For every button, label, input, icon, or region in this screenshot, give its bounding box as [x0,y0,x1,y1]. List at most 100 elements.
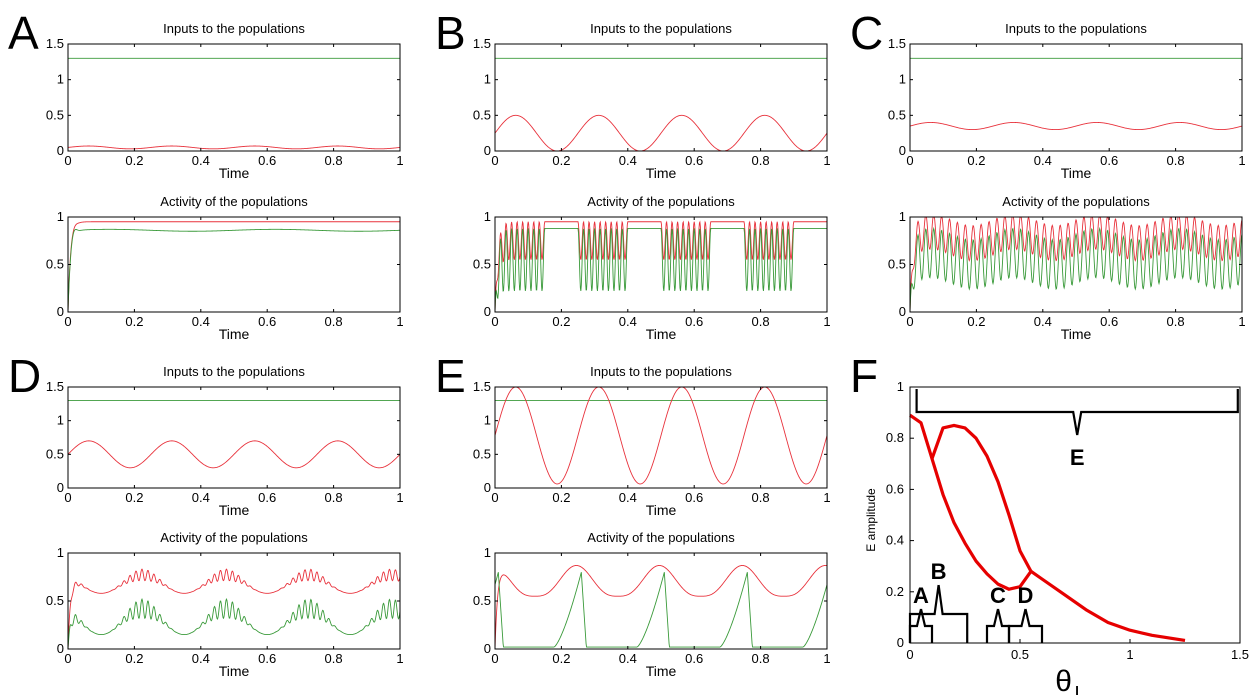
panel-A-activity-plot: Activity of the populations 0 0.2 0.4 0.6 0.8… [46,194,404,342]
x-tick-label: 0.6 [258,153,276,168]
x-tick-label: 0.8 [752,490,770,505]
series-line-1 [909,122,1243,131]
x-axis-label-subscript: I [1074,683,1080,695]
x-tick-label: 0.8 [325,314,343,329]
x-tick-label: 0.2 [125,651,143,666]
y-tick-label: 0.5 [473,107,491,122]
y-tick-label: 0.5 [46,446,64,461]
x-axis-label: θ [1055,665,1072,695]
panel-C-activity-plot: Activity of the populations 0 0.2 0.4 0.6 0.8… [888,194,1246,342]
x-tick-label: 0.6 [685,490,703,505]
axes-frame [909,386,1241,644]
y-tick-label: 0 [57,480,64,495]
panel-B-inputs-plot: Inputs to the populations 0 0.2 0.4 0.6 0.8 1 0… [473,21,831,181]
x-tick-label: 0.4 [619,153,637,168]
axes-frame [67,43,401,152]
series-line-0 [67,221,400,313]
x-axis-label: Time [646,165,677,181]
x-tick-label: 0 [906,647,913,662]
panel-C-inputs-plot: Inputs to the populations 0 0.2 0.4 0.6 0.8 1 0… [888,21,1246,181]
y-tick-label: 0.2 [886,584,904,599]
series-line-1 [67,228,401,313]
series-line-0 [67,568,401,650]
series-line-1 [909,226,1243,313]
x-tick-label: 0.6 [685,153,703,168]
y-tick-label: 1 [484,545,491,560]
panel-E-inputs-plot: Inputs to the populations 0 0.2 0.4 0.6 0.8 1 0… [473,364,831,518]
x-tick-label: 0.2 [967,153,985,168]
x-tick-label: 0.8 [325,153,343,168]
y-tick-label: 1 [897,379,904,394]
x-axis-label: Time [646,326,677,342]
x-tick-label: 0.8 [325,490,343,505]
y-tick-label: 1.5 [888,36,906,51]
x-tick-label: 1 [823,490,830,505]
y-tick-label: 0 [899,304,906,319]
plot-title: Activity of the populations [587,530,735,545]
axes-frame [494,43,828,152]
y-tick-label: 0.5 [473,257,491,272]
y-tick-label: 1.5 [46,36,64,51]
x-tick-label: 0.6 [258,651,276,666]
y-tick-label: 1.5 [473,379,491,394]
y-tick-label: 0 [899,143,906,158]
x-tick-label: 0.6 [258,490,276,505]
panel-letter-E: E [435,350,466,402]
plot-title: Activity of the populations [160,530,308,545]
y-tick-label: 0 [484,143,491,158]
x-tick-label: 0.2 [125,314,143,329]
y-tick-label: 1 [484,209,491,224]
y-tick-label: 0 [57,143,64,158]
x-tick-label: 1.5 [1231,647,1249,662]
plot-title: Activity of the populations [1002,194,1150,209]
y-axis-label: E amplitude [864,488,878,552]
y-tick-label: 1.5 [473,36,491,51]
x-tick-label: 0.8 [1167,314,1185,329]
panel-B-activity-plot: Activity of the populations 0 0.2 0.4 0.6 0.8… [473,194,831,342]
x-tick-label: 0.5 [1011,647,1029,662]
x-tick-label: 1 [396,314,403,329]
x-tick-label: 0.2 [552,153,570,168]
bracket-path [985,608,1011,643]
y-tick-label: 1 [899,72,906,87]
x-tick-label: 1 [823,651,830,666]
x-tick-label: 0.6 [1100,314,1118,329]
x-tick-label: 0.8 [1167,153,1185,168]
series-line-1 [67,145,401,150]
x-tick-label: 1 [823,314,830,329]
x-tick-label: 1 [1126,647,1133,662]
series-line-1 [494,227,827,313]
x-tick-label: 0.2 [125,490,143,505]
x-tick-label: 0 [491,651,498,666]
x-tick-label: 0.2 [552,490,570,505]
y-tick-label: 0.4 [886,533,904,548]
x-tick-label: 1 [823,153,830,168]
panel-letter-B: B [435,7,466,59]
x-tick-label: 1 [1238,153,1245,168]
bracket-C: C [985,583,1011,643]
x-tick-label: 0.2 [125,153,143,168]
x-tick-label: 0.4 [619,314,637,329]
y-tick-label: 0.5 [46,257,64,272]
x-tick-label: 0 [64,490,71,505]
y-tick-label: 1 [57,545,64,560]
plot-title: Inputs to the populations [163,364,305,379]
x-tick-label: 0 [906,314,913,329]
panel-letter-C: C [850,7,883,59]
x-tick-label: 0.4 [619,651,637,666]
bracket-B: B [908,559,969,643]
x-tick-label: 0 [64,651,71,666]
x-axis-label: Time [219,165,250,181]
amplitude-curve-1 [930,423,1033,573]
x-tick-label: 0.6 [685,651,703,666]
panel-E-activity-plot: Activity of the populations 0 0.2 0.4 0.6 0.8… [473,530,831,679]
panel-F-bifurcation-plot: 0 0.5 1 1.5 0 0.2 0.4 0.6 0.8 1 E amplitude θ I E AB C D [864,379,1249,695]
bracket-label: E [1070,445,1085,470]
x-axis-label: Time [219,663,250,679]
panel-D-activity-plot: Activity of the populations 0 0.2 0.4 0.6 0.8… [46,530,404,679]
x-tick-label: 0.4 [192,153,210,168]
x-tick-label: 0 [64,153,71,168]
x-tick-label: 1 [396,490,403,505]
